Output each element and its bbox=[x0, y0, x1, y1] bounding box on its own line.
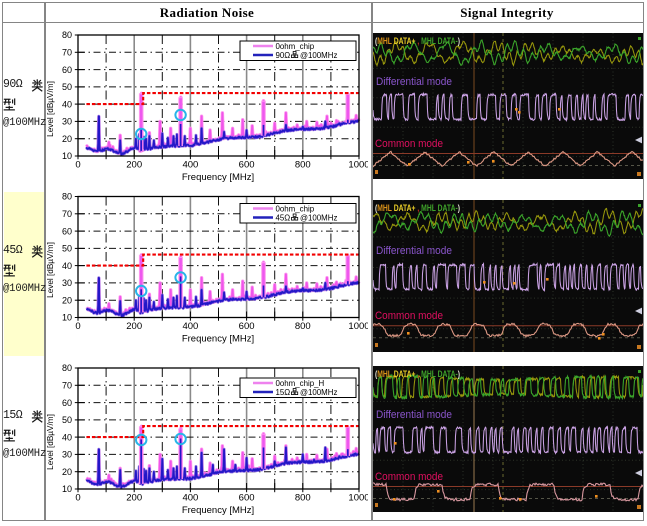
svg-text:60: 60 bbox=[62, 226, 72, 236]
svg-text:Level [dBµV/m]: Level [dBµV/m] bbox=[46, 242, 55, 298]
svg-text:70: 70 bbox=[62, 48, 72, 58]
svg-text:800: 800 bbox=[295, 493, 311, 504]
svg-text:10: 10 bbox=[62, 484, 72, 494]
svg-text:0ohm_chip: 0ohm_chip bbox=[276, 42, 315, 51]
svg-text:0: 0 bbox=[75, 493, 80, 504]
svg-text:Common mode: Common mode bbox=[375, 310, 443, 322]
svg-text:70: 70 bbox=[62, 209, 72, 219]
svg-text:40: 40 bbox=[62, 432, 72, 442]
svg-text:200: 200 bbox=[126, 321, 142, 332]
svg-text:Common mode: Common mode bbox=[375, 471, 443, 483]
svg-text:40: 40 bbox=[62, 99, 72, 109]
svg-text:20: 20 bbox=[62, 467, 72, 477]
svg-text:15Ω: 15Ω bbox=[276, 388, 291, 397]
svg-text:80: 80 bbox=[62, 30, 72, 40]
svg-text:50: 50 bbox=[62, 82, 72, 92]
svg-text:Level [dBµV/m]: Level [dBµV/m] bbox=[46, 81, 55, 137]
svg-text:(MHL DATA+ , MHL DATA-): (MHL DATA+ , MHL DATA-) bbox=[375, 203, 460, 214]
svg-text:50: 50 bbox=[62, 415, 72, 425]
svg-text:Level [dBµV/m]: Level [dBµV/m] bbox=[46, 414, 55, 470]
svg-text:800: 800 bbox=[295, 160, 311, 171]
svg-text:(MHL DATA+ , MHL DATA-): (MHL DATA+ , MHL DATA-) bbox=[375, 369, 460, 380]
svg-text:80: 80 bbox=[62, 192, 72, 202]
svg-text:400: 400 bbox=[182, 160, 198, 171]
svg-text:@100MHz: @100MHz bbox=[300, 214, 337, 223]
svg-text:600: 600 bbox=[239, 321, 255, 332]
svg-text:800: 800 bbox=[295, 321, 311, 332]
svg-text:Differential mode: Differential mode bbox=[376, 409, 452, 421]
svg-text:20: 20 bbox=[62, 295, 72, 305]
svg-text:Differential mode: Differential mode bbox=[376, 245, 452, 257]
svg-text:70: 70 bbox=[62, 381, 72, 391]
svg-text:30: 30 bbox=[62, 117, 72, 127]
svg-text:20: 20 bbox=[62, 134, 72, 144]
svg-text:0: 0 bbox=[75, 160, 80, 171]
svg-text:Common mode: Common mode bbox=[375, 138, 443, 150]
svg-text:60: 60 bbox=[62, 398, 72, 408]
svg-text:40: 40 bbox=[62, 261, 72, 271]
svg-text:50: 50 bbox=[62, 244, 72, 254]
svg-text:1000: 1000 bbox=[348, 493, 368, 504]
svg-text:600: 600 bbox=[239, 160, 255, 171]
svg-text:10: 10 bbox=[62, 313, 72, 323]
svg-text:Differential mode: Differential mode bbox=[376, 76, 452, 88]
svg-text:1000: 1000 bbox=[348, 321, 368, 332]
svg-text:200: 200 bbox=[126, 160, 142, 171]
svg-text:400: 400 bbox=[182, 493, 198, 504]
svg-text:Frequency [MHz]: Frequency [MHz] bbox=[182, 334, 254, 345]
svg-text:@100MHz: @100MHz bbox=[300, 388, 337, 397]
svg-text:1000: 1000 bbox=[348, 160, 368, 171]
svg-text:400: 400 bbox=[182, 321, 198, 332]
svg-text:30: 30 bbox=[62, 278, 72, 288]
svg-text:0ohm_chip: 0ohm_chip bbox=[276, 205, 315, 214]
svg-text:200: 200 bbox=[126, 493, 142, 504]
svg-text:80: 80 bbox=[62, 363, 72, 373]
svg-text:45Ω: 45Ω bbox=[276, 214, 291, 223]
svg-text:0ohm_chip_H: 0ohm_chip_H bbox=[276, 379, 325, 388]
svg-text:10: 10 bbox=[62, 151, 72, 161]
svg-text:60: 60 bbox=[62, 65, 72, 75]
svg-text:Frequency [MHz]: Frequency [MHz] bbox=[182, 172, 254, 183]
svg-text:(MHL DATA+ , MHL DATA-): (MHL DATA+ , MHL DATA-) bbox=[375, 36, 460, 47]
svg-text:Frequency [MHz]: Frequency [MHz] bbox=[182, 505, 254, 516]
svg-text:30: 30 bbox=[62, 450, 72, 460]
svg-text:600: 600 bbox=[239, 493, 255, 504]
svg-text:90Ω: 90Ω bbox=[276, 51, 291, 60]
svg-text:@100MHz: @100MHz bbox=[300, 51, 337, 60]
svg-text:0: 0 bbox=[75, 321, 80, 332]
